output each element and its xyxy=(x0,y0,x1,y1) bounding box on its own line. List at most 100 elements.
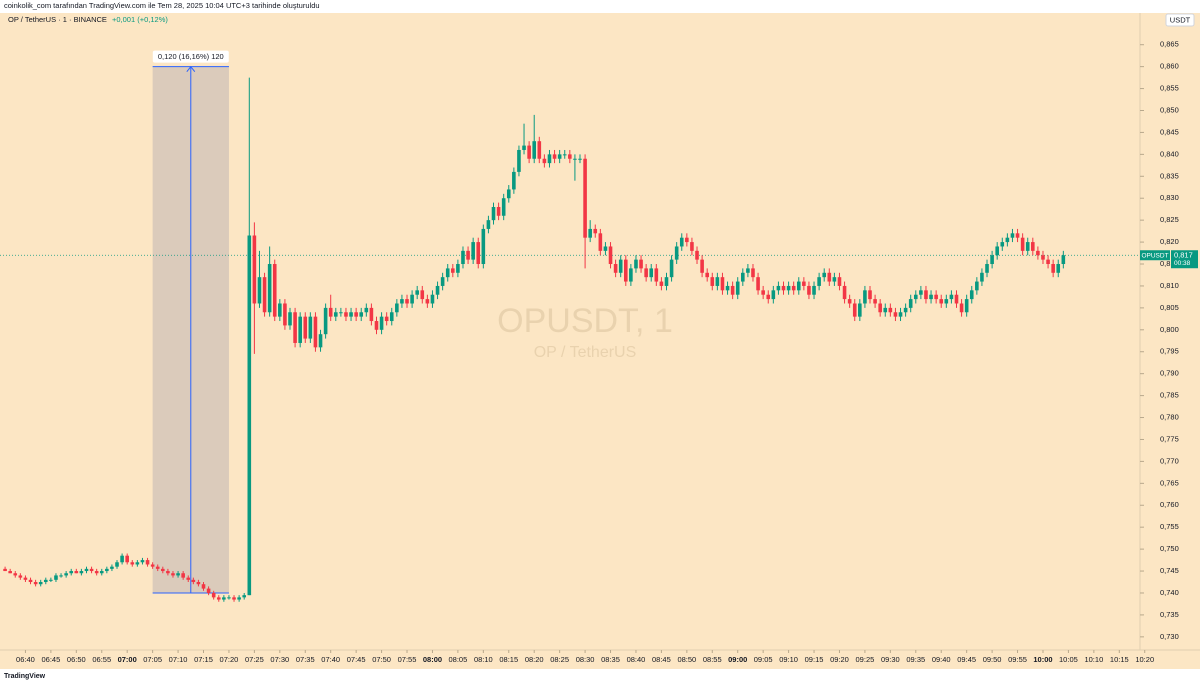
candle-body xyxy=(69,571,74,574)
candle-body xyxy=(613,264,618,273)
candle-body xyxy=(166,571,170,574)
candle-body xyxy=(649,268,654,278)
candle-body xyxy=(293,312,297,343)
x-tick-label: 08:45 xyxy=(652,655,671,664)
candle-body xyxy=(38,582,43,585)
x-tick-label: 09:05 xyxy=(754,655,773,664)
candle-body xyxy=(344,312,348,317)
y-tick-label: 0,795 xyxy=(1160,347,1179,356)
candle-body xyxy=(985,264,989,273)
candle-body xyxy=(232,597,236,600)
x-tick-label: 06:55 xyxy=(92,655,111,664)
candle-body xyxy=(13,573,18,576)
candle-body xyxy=(898,312,903,317)
candle-body xyxy=(1031,242,1035,251)
candle-body xyxy=(715,277,720,286)
brand: TradingView xyxy=(4,673,46,680)
candle-body xyxy=(349,312,353,317)
candle-body xyxy=(888,307,893,313)
candle-body xyxy=(578,158,582,160)
candle-body xyxy=(359,312,364,317)
candle-body xyxy=(84,568,89,572)
candle-body xyxy=(807,285,811,295)
candle-body xyxy=(471,242,475,260)
candle-body xyxy=(557,154,562,159)
candle-body xyxy=(196,582,201,585)
candle-body xyxy=(781,285,786,291)
x-tick-label: 08:00 xyxy=(423,655,442,664)
candle-body xyxy=(3,568,7,572)
candle-body xyxy=(155,566,160,569)
candle-body xyxy=(720,277,725,291)
candle-body xyxy=(873,299,877,304)
candle-body xyxy=(125,555,129,563)
chart-area xyxy=(0,13,1200,669)
candle-body xyxy=(919,290,923,295)
candle-body xyxy=(283,303,287,326)
currency-box[interactable] xyxy=(1165,13,1195,27)
candle-body xyxy=(639,259,643,269)
candle-body xyxy=(339,312,343,314)
x-tick-label: 08:15 xyxy=(499,655,518,664)
candle-body xyxy=(842,285,847,300)
candle-body xyxy=(802,281,806,286)
candle-body xyxy=(980,272,984,282)
candle-body xyxy=(267,264,272,313)
y-tick-label: 0,850 xyxy=(1160,105,1179,114)
candle-body xyxy=(537,141,542,159)
candle-body xyxy=(64,573,68,576)
candle-body xyxy=(430,294,435,304)
x-tick-label: 09:55 xyxy=(1008,655,1027,664)
candle-body xyxy=(486,220,491,229)
candle-body xyxy=(512,171,516,190)
x-tick-label: 09:45 xyxy=(957,655,976,664)
candle-body xyxy=(28,579,33,583)
x-tick-label: 07:20 xyxy=(220,655,239,664)
candle-body xyxy=(1041,255,1045,260)
candle-body xyxy=(934,294,938,300)
candle-body xyxy=(74,571,79,574)
candle-body xyxy=(415,290,419,295)
watermark: OPUSDT, 1 OP / TetherUS xyxy=(497,302,673,361)
candle-body xyxy=(995,246,999,256)
x-tick-label: 07:05 xyxy=(143,655,162,664)
candle-body xyxy=(405,299,409,304)
x-tick-label: 10:10 xyxy=(1084,655,1103,664)
candle-body xyxy=(975,281,979,291)
candle-body xyxy=(710,277,715,286)
candle-body xyxy=(171,573,175,576)
candle-body xyxy=(746,268,750,273)
candle-body xyxy=(878,303,882,313)
candle-body xyxy=(318,334,323,348)
candle-body xyxy=(812,285,816,295)
candle-body xyxy=(298,316,302,343)
candle-body xyxy=(695,250,699,260)
x-tick-label: 09:20 xyxy=(830,655,849,664)
watermark-title: OPUSDT, 1 xyxy=(497,302,673,340)
candle-body xyxy=(369,307,374,322)
candle-body xyxy=(786,285,791,291)
candle-body xyxy=(400,299,404,304)
candle-body xyxy=(527,145,531,159)
x-tick-label: 07:10 xyxy=(169,655,188,664)
candle-body xyxy=(908,299,913,308)
candle-body xyxy=(94,571,99,574)
y-tick-label: 0,790 xyxy=(1160,369,1179,378)
y-tick-label: 0,810 xyxy=(1160,281,1179,290)
candle-body xyxy=(216,597,221,600)
candle-body xyxy=(1010,233,1015,238)
currency[interactable]: USDT xyxy=(1170,15,1191,24)
x-tick-label: 08:05 xyxy=(449,655,468,664)
x-tick-label: 08:10 xyxy=(474,655,493,664)
y-tick-label: 0,825 xyxy=(1160,215,1179,224)
candle-body xyxy=(451,268,455,273)
candle-body xyxy=(725,285,730,291)
x-tick-label: 09:40 xyxy=(932,655,951,664)
candle-body xyxy=(964,299,969,313)
candle-body xyxy=(1025,242,1030,251)
candle-body xyxy=(54,575,58,580)
last-price-symbol-box xyxy=(1140,250,1170,261)
measure-arrowhead xyxy=(186,65,196,72)
candle-body xyxy=(629,268,633,282)
